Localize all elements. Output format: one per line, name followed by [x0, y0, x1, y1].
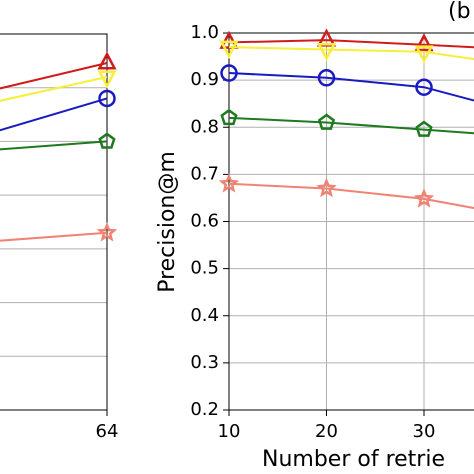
series-line [228, 39, 474, 49]
y-tick-label: 0.6 [190, 211, 219, 232]
marker [218, 173, 240, 193]
marker [98, 89, 116, 108]
marker [414, 45, 434, 64]
marker [414, 33, 434, 52]
x-axis-label: Number of retrie [262, 447, 445, 472]
marker [96, 221, 118, 242]
y-tick-label: 0.2 [190, 399, 219, 420]
axes-frame [0, 33, 108, 411]
y-tick-label: 0.9 [190, 69, 219, 90]
marker [413, 188, 435, 208]
chart: 64 [0, 33, 119, 442]
marker [316, 42, 337, 62]
marker [220, 108, 238, 126]
y-tick-label: 0.7 [190, 163, 219, 184]
series-line [0, 97, 108, 132]
x-tick-label: 20 [315, 421, 338, 442]
y-tick-label: 0.8 [190, 116, 219, 137]
marker [220, 64, 238, 82]
y-tick-label: 1.0 [190, 22, 219, 43]
y-axis-label: Precision@m [155, 151, 180, 293]
marker [97, 51, 117, 70]
series-line [228, 72, 474, 102]
chart-title: (b [448, 0, 471, 24]
series-line [0, 140, 108, 151]
series-line [228, 46, 474, 61]
marker [97, 70, 117, 89]
y-tick-label: 0.4 [190, 305, 219, 326]
axes-frame [228, 32, 474, 411]
series-line [0, 75, 108, 102]
x-tick-label: 10 [218, 421, 241, 442]
series-line [228, 116, 474, 135]
series-line [0, 231, 108, 242]
x-tick-label: 64 [96, 421, 119, 442]
x-tick-label: 30 [413, 421, 436, 442]
series-line [0, 62, 108, 90]
chart: 0.20.30.40.50.60.70.80.91.010203040(bNum… [155, 0, 474, 472]
y-tick-label: 0.5 [190, 258, 219, 279]
marker [415, 120, 433, 137]
marker [219, 40, 239, 59]
marker [317, 113, 336, 130]
marker [98, 132, 116, 149]
marker [415, 78, 433, 96]
marker [317, 69, 336, 87]
series-line [228, 182, 474, 210]
marker [316, 177, 337, 198]
y-tick-label: 0.3 [190, 352, 219, 373]
